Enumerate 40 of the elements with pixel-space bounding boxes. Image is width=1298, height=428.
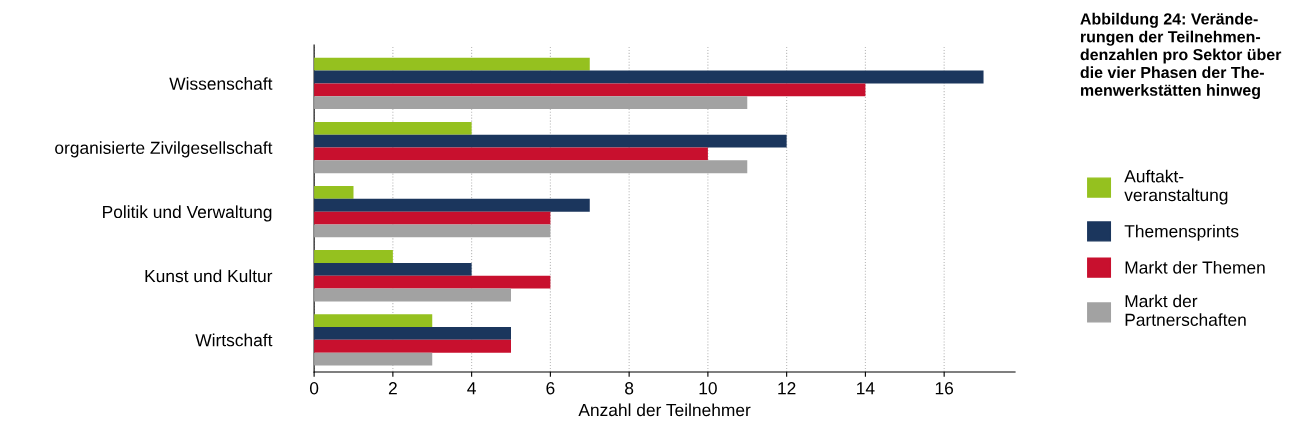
bar bbox=[314, 160, 748, 174]
bar bbox=[314, 224, 551, 238]
bar bbox=[314, 352, 433, 366]
bar bbox=[314, 314, 433, 328]
bar bbox=[314, 57, 590, 71]
x-tick-label: 12 bbox=[778, 382, 796, 395]
bar bbox=[314, 83, 866, 97]
bar bbox=[314, 186, 354, 199]
x-tick-label: 16 bbox=[935, 382, 954, 395]
bar bbox=[314, 211, 551, 225]
bar bbox=[314, 147, 708, 161]
bar bbox=[314, 121, 472, 135]
bar bbox=[314, 250, 393, 263]
x-tick-label: 4 bbox=[467, 382, 476, 395]
x-tick-label: 14 bbox=[857, 382, 875, 395]
x-axis-title: Anzahl der Teilnehmer bbox=[578, 403, 751, 417]
x-tick-label: 10 bbox=[699, 382, 717, 395]
legend-label: Markt der Partnerschaften bbox=[1125, 294, 1246, 326]
bar bbox=[314, 275, 551, 289]
y-tick-label: Wirtschaft bbox=[195, 333, 273, 347]
bar bbox=[314, 339, 511, 353]
legend-label: Auftakt- veranstaltung bbox=[1124, 169, 1228, 205]
bar bbox=[314, 327, 511, 340]
bar bbox=[314, 96, 748, 110]
y-tick-label: Kunst und Kultur bbox=[145, 269, 273, 283]
legend-label: Themensprints bbox=[1124, 224, 1239, 241]
bar bbox=[314, 134, 787, 148]
bar bbox=[314, 288, 511, 302]
legend-label: Markt der Themen bbox=[1125, 260, 1265, 274]
y-tick-label: organisierte Zivilgesellschaft bbox=[55, 141, 273, 158]
bar bbox=[314, 198, 590, 212]
x-tick-label: 0 bbox=[309, 382, 319, 395]
text: Abbildung 24: Verände- rungen der Teilnehmen- denzahlen pro Sektor über die vier Phasen der The- menwerkstätten hinweg bbox=[1080, 12, 1282, 100]
bar bbox=[314, 262, 472, 276]
bar bbox=[314, 70, 984, 84]
x-tick-label: 2 bbox=[388, 382, 397, 395]
y-tick-label: Wissenschaft bbox=[169, 77, 273, 90]
y-tick-label: Politik und Verwaltung bbox=[103, 205, 272, 222]
x-tick-label: 8 bbox=[625, 382, 634, 395]
x-tick-label: 6 bbox=[546, 382, 555, 395]
